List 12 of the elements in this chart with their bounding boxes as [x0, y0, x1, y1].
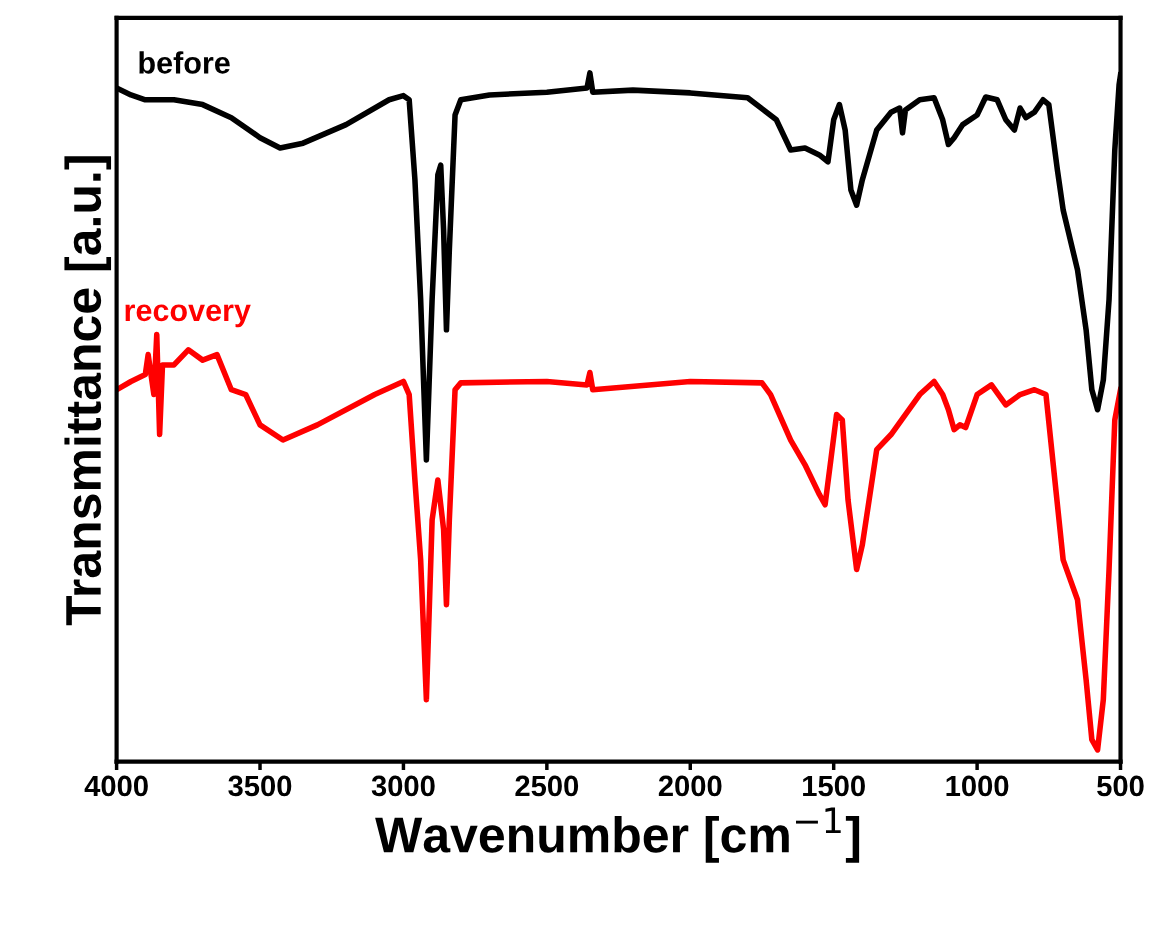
x-axis-title: Wavenumber [cm$^{−1}$] — [375, 807, 860, 863]
x-tick-label: 2500 — [515, 775, 579, 797]
x-tick-label: 4000 — [84, 775, 148, 797]
x-tick-label: 3000 — [371, 775, 435, 797]
series-label: before — [139, 51, 230, 74]
x-tick-label: 500 — [1097, 775, 1144, 797]
x-tick-label: 2000 — [658, 775, 722, 797]
y-axis-title: Transmittance [a.u.] — [64, 156, 112, 626]
x-tick-label: 3500 — [228, 775, 292, 797]
x-tick-label: 1500 — [803, 775, 865, 797]
series-label: recovery — [125, 304, 251, 328]
x-tick-label: 1000 — [946, 775, 1009, 797]
